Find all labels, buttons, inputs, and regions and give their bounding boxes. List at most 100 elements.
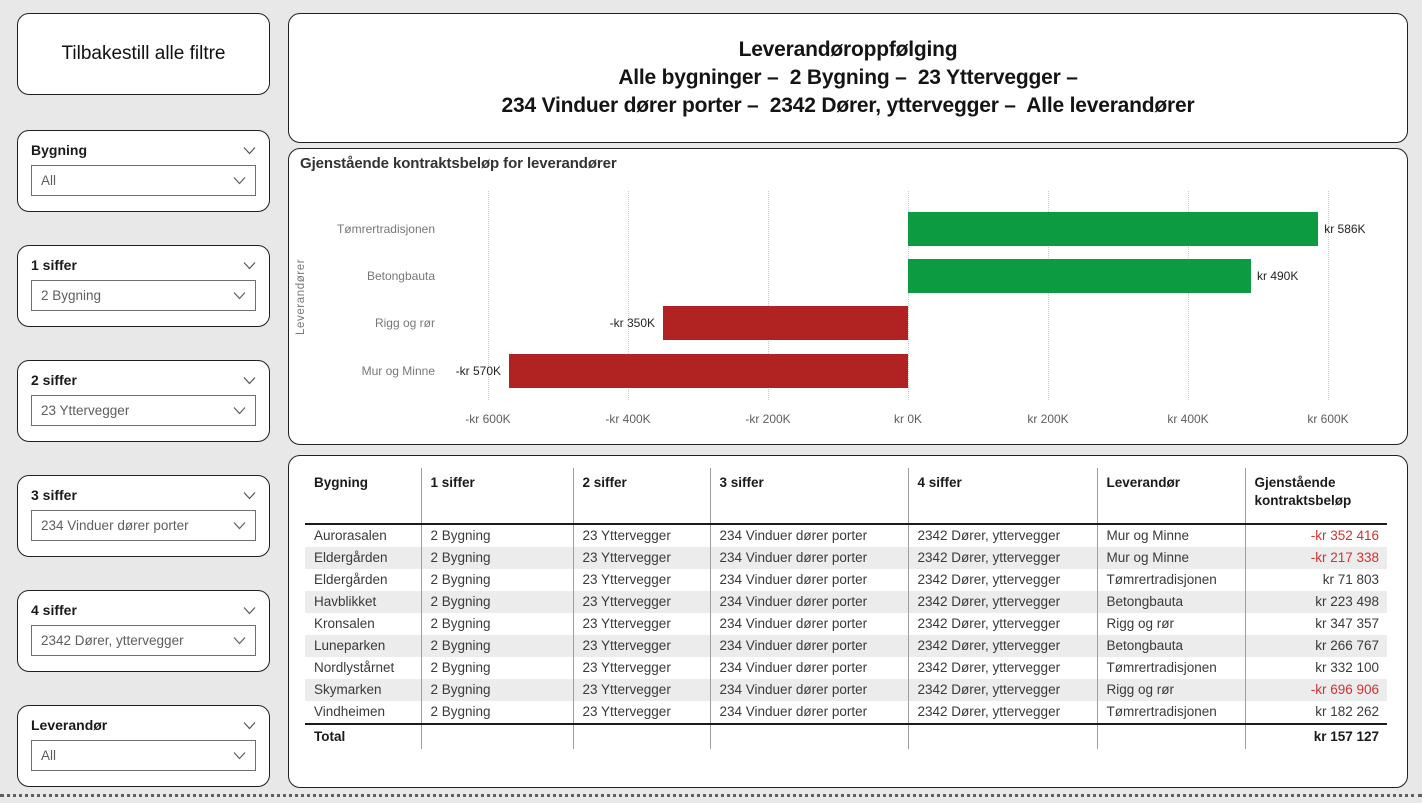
table-row[interactable]: Eldergården 2 Bygning 23 Yttervegger 234 Vi… bbox=[305, 569, 1387, 592]
table-cell[interactable]: Betongbauta bbox=[1096, 591, 1245, 614]
column-header-1-siffer[interactable]: 1 siffer bbox=[420, 468, 573, 526]
bar-data-label: kr 586K bbox=[1324, 222, 1366, 236]
reset-filters-button[interactable]: Tilbakestill alle filtre bbox=[17, 13, 270, 95]
table-cell[interactable]: 2 Bygning bbox=[420, 657, 573, 680]
table-row[interactable]: Aurorasalen 2 Bygning 23 Yttervegger 234 Vi… bbox=[305, 524, 1387, 548]
table-cell[interactable]: 234 Vinduer dører porter bbox=[709, 524, 908, 548]
table-cell[interactable]: Tømrertradisjonen bbox=[1096, 657, 1245, 680]
table-cell[interactable]: 2342 Dører, yttervegger bbox=[907, 635, 1097, 658]
table-cell[interactable]: Skymarken bbox=[305, 679, 421, 702]
table-row[interactable]: Vindheimen 2 Bygning 23 Yttervegger 234 Vin… bbox=[305, 701, 1387, 725]
table-cell[interactable]: 2 Bygning bbox=[420, 591, 573, 614]
table-cell[interactable]: Mur og Minne bbox=[1096, 524, 1245, 548]
table-cell[interactable]: 2342 Dører, yttervegger bbox=[907, 547, 1097, 570]
table-cell[interactable]: 2 Bygning bbox=[420, 569, 573, 592]
table-cell[interactable]: 2 Bygning bbox=[420, 547, 573, 570]
table-cell[interactable]: Luneparken bbox=[305, 635, 421, 658]
table-cell[interactable]: 234 Vinduer dører porter bbox=[709, 613, 908, 636]
x-axis-tick-label: -kr 600K bbox=[465, 412, 511, 426]
bar-tømrertradisjonen[interactable] bbox=[908, 212, 1319, 246]
table-cell[interactable]: 2342 Dører, yttervegger bbox=[907, 613, 1097, 636]
table-row[interactable]: Kronsalen 2 Bygning 23 Yttervegger 234 Vind… bbox=[305, 613, 1387, 636]
table-cell[interactable]: kr 266 767 bbox=[1244, 635, 1387, 658]
table-cell[interactable]: kr 223 498 bbox=[1244, 591, 1387, 614]
slicer-dropdown[interactable]: 234 Vinduer dører porter bbox=[31, 510, 256, 541]
column-header-2-siffer[interactable]: 2 siffer bbox=[572, 468, 710, 526]
bar-betongbauta[interactable] bbox=[908, 259, 1251, 293]
slicer-dropdown[interactable]: All bbox=[31, 740, 256, 771]
table-cell[interactable]: Kronsalen bbox=[314, 616, 375, 632]
chevron-down-icon[interactable] bbox=[243, 261, 256, 270]
table-cell[interactable]: -kr 696 906 bbox=[1244, 679, 1387, 702]
table-cell[interactable]: 234 Vinduer dører porter bbox=[709, 569, 908, 592]
table-cell[interactable]: 234 Vinduer dører porter bbox=[709, 701, 908, 725]
table-cell[interactable]: kr 182 262 bbox=[1244, 701, 1387, 725]
chevron-down-icon[interactable] bbox=[243, 606, 256, 615]
table-cell[interactable]: 23 Yttervegger bbox=[572, 547, 710, 570]
slicer-dropdown[interactable]: 23 Yttervegger bbox=[31, 395, 256, 426]
table-cell[interactable]: Havblikket bbox=[305, 591, 421, 614]
table-cell[interactable]: 23 Yttervegger bbox=[572, 613, 710, 636]
column-header-3-siffer[interactable]: 3 siffer bbox=[709, 468, 908, 526]
table-cell[interactable]: Aurorasalen bbox=[314, 528, 387, 544]
table-cell[interactable]: -kr 352 416 bbox=[1244, 524, 1387, 548]
table-cell[interactable]: 234 Vinduer dører porter bbox=[709, 657, 908, 680]
table-cell[interactable]: 2342 Dører, yttervegger bbox=[907, 591, 1097, 614]
column-header-gjenstående-kontraktsbeløp[interactable]: Gjenstående kontraktsbeløp bbox=[1244, 468, 1387, 526]
table-cell[interactable]: Tømrertradisjonen bbox=[1096, 701, 1245, 725]
table-cell[interactable]: Nordlystårnet bbox=[314, 660, 395, 676]
bar-rigg-og-rør[interactable] bbox=[663, 306, 908, 340]
table-cell[interactable]: Eldergården bbox=[305, 547, 421, 570]
table-cell[interactable]: 234 Vinduer dører porter bbox=[709, 547, 908, 570]
table-cell[interactable]: 2 Bygning bbox=[420, 635, 573, 658]
table-row[interactable]: Nordlystårnet 2 Bygning 23 Yttervegger 234 … bbox=[305, 657, 1387, 680]
table-cell[interactable]: 23 Yttervegger bbox=[572, 591, 710, 614]
table-cell[interactable]: 234 Vinduer dører porter bbox=[709, 679, 908, 702]
column-header-4-siffer[interactable]: 4 siffer bbox=[907, 468, 1097, 526]
chevron-down-icon[interactable] bbox=[243, 491, 256, 500]
details-table-card: Bygning 1 siffer 2 siffer 3 siffer 4 siffer L… bbox=[288, 455, 1408, 788]
table-row[interactable]: Eldergården 2 Bygning 23 Yttervegger 234 Vi… bbox=[305, 547, 1387, 570]
table-cell[interactable]: Rigg og rør bbox=[1096, 613, 1245, 636]
table-cell[interactable]: Vindheimen bbox=[314, 704, 386, 720]
table-cell[interactable]: 23 Yttervegger bbox=[572, 679, 710, 702]
slicer-dropdown[interactable]: All bbox=[31, 165, 256, 196]
table-cell[interactable]: kr 347 357 bbox=[1244, 613, 1387, 636]
table-cell[interactable]: 2 Bygning bbox=[420, 679, 573, 702]
table-cell[interactable]: 2 Bygning bbox=[420, 613, 573, 636]
table-cell[interactable]: 2342 Dører, yttervegger bbox=[907, 657, 1097, 680]
bar-mur-og-minne[interactable] bbox=[509, 354, 908, 388]
table-cell[interactable]: 234 Vinduer dører porter bbox=[709, 635, 908, 658]
table-cell[interactable]: 23 Yttervegger bbox=[572, 569, 710, 592]
table-cell[interactable]: 234 Vinduer dører porter bbox=[709, 591, 908, 614]
table-row[interactable]: Havblikket 2 Bygning 23 Yttervegger 234 Vin… bbox=[305, 591, 1387, 614]
table-cell[interactable]: kr 332 100 bbox=[1244, 657, 1387, 680]
table-cell[interactable]: 2342 Dører, yttervegger bbox=[907, 524, 1097, 548]
table-cell[interactable]: Betongbauta bbox=[1096, 635, 1245, 658]
table-cell[interactable]: -kr 217 338 bbox=[1244, 547, 1387, 570]
column-header-leverandør[interactable]: Leverandør bbox=[1096, 468, 1245, 526]
table-cell[interactable]: 2342 Dører, yttervegger bbox=[907, 701, 1097, 725]
slicer-dropdown[interactable]: 2342 Dører, yttervegger bbox=[31, 625, 256, 656]
chevron-down-icon[interactable] bbox=[243, 721, 256, 730]
table-cell[interactable]: 23 Yttervegger bbox=[572, 701, 710, 725]
table-cell[interactable]: 23 Yttervegger bbox=[572, 657, 710, 680]
table-cell[interactable]: 2 Bygning bbox=[420, 524, 573, 548]
table-cell[interactable]: 23 Yttervegger bbox=[572, 524, 710, 548]
table-cell[interactable]: 2342 Dører, yttervegger bbox=[907, 679, 1097, 702]
chevron-down-icon[interactable] bbox=[243, 146, 256, 155]
table-cell[interactable]: Rigg og rør bbox=[1096, 679, 1245, 702]
table-cell[interactable]: Mur og Minne bbox=[1096, 547, 1245, 570]
table-row[interactable]: Luneparken 2 Bygning 23 Yttervegger 234 Vin… bbox=[305, 635, 1387, 658]
chevron-down-icon[interactable] bbox=[243, 376, 256, 385]
table-cell[interactable]: 23 Yttervegger bbox=[572, 635, 710, 658]
slicer-bygning: Bygning All bbox=[17, 130, 270, 212]
table-cell[interactable]: Eldergården bbox=[314, 572, 388, 588]
table-cell[interactable]: Tømrertradisjonen bbox=[1096, 569, 1245, 592]
slicer-dropdown[interactable]: 2 Bygning bbox=[31, 280, 256, 311]
table-cell[interactable]: 2 Bygning bbox=[420, 701, 573, 725]
column-header-bygning[interactable]: Bygning bbox=[305, 468, 421, 526]
table-cell[interactable]: kr 71 803 bbox=[1244, 569, 1387, 592]
table-row[interactable]: Skymarken 2 Bygning 23 Yttervegger 234 Vind… bbox=[305, 679, 1387, 702]
table-cell[interactable]: 2342 Dører, yttervegger bbox=[907, 569, 1097, 592]
